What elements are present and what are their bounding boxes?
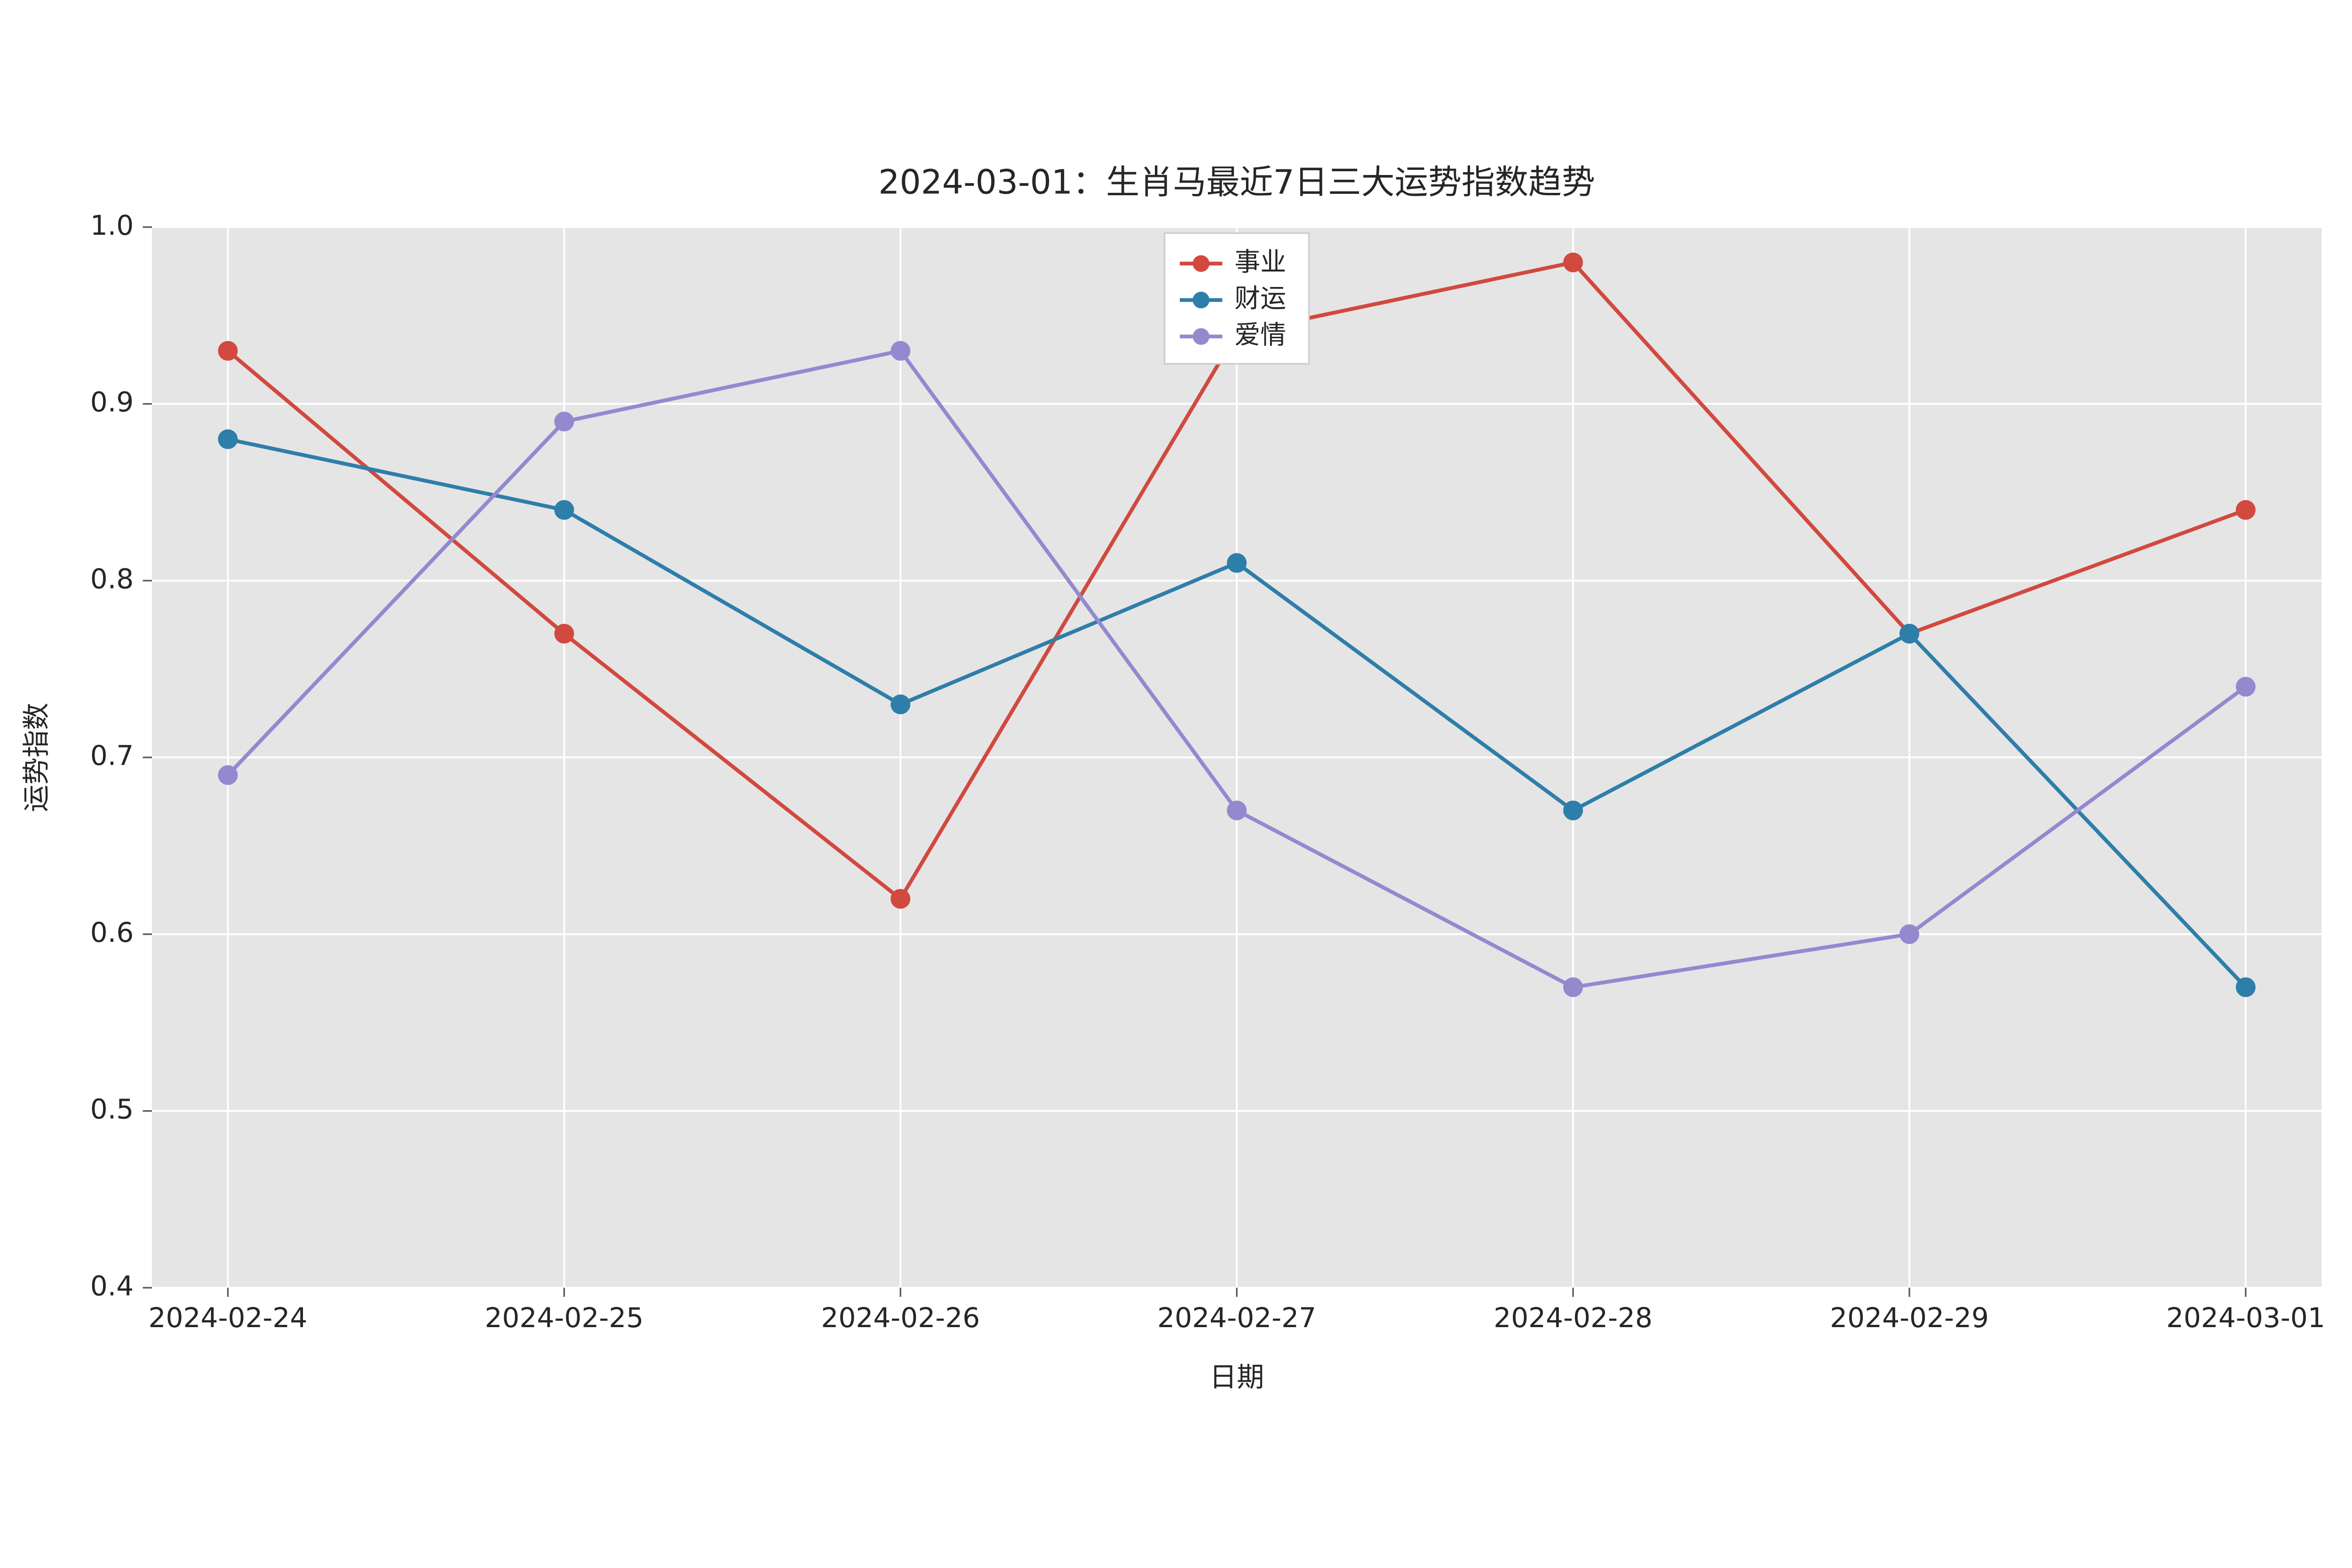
series-marker: [2236, 977, 2256, 997]
x-tick-label: 2024-02-28: [1494, 1302, 1653, 1334]
series-marker: [554, 412, 574, 431]
x-tick-label: 2024-02-26: [821, 1302, 980, 1334]
series-marker: [218, 341, 238, 361]
x-tick-label: 2024-02-25: [485, 1302, 644, 1334]
y-tick-label: 0.7: [90, 740, 134, 772]
series-marker: [554, 624, 574, 644]
legend-label: 爱情: [1234, 319, 1286, 350]
series-marker: [218, 430, 238, 449]
series-marker: [1563, 253, 1583, 272]
series-marker: [890, 341, 910, 361]
x-tick-label: 2024-02-24: [149, 1302, 308, 1334]
y-tick-label: 0.4: [90, 1270, 134, 1302]
series-marker: [218, 765, 238, 785]
x-tick-label: 2024-03-01: [2166, 1302, 2325, 1334]
chart-svg: 0.4 0.5 0.6 0.7 0.8 0.9 1.0 2024-02-24 2024-02-2…: [0, 0, 2352, 1568]
series-marker: [890, 889, 910, 909]
x-tick-label: 2024-02-29: [1830, 1302, 1989, 1334]
fortune-trend-chart: 0.4 0.5 0.6 0.7 0.8 0.9 1.0 2024-02-24 2024-02-2…: [0, 0, 2352, 1568]
series-marker: [1899, 924, 1919, 944]
series-marker: [890, 694, 910, 714]
series-marker: [1227, 801, 1247, 820]
x-axis-label: 日期: [1209, 1361, 1264, 1393]
chart-title: 2024-03-01：生肖马最近7日三大运势指数趋势: [878, 163, 1595, 202]
series-marker: [554, 500, 574, 520]
y-tick-label: 1.0: [90, 209, 134, 241]
series-marker: [1227, 553, 1247, 573]
series-marker: [2236, 677, 2256, 697]
y-axis-label: 运势指数: [20, 703, 52, 812]
y-tick-label: 0.9: [90, 386, 134, 418]
series-marker: [1899, 624, 1919, 644]
series-marker: [2236, 500, 2256, 520]
series-marker: [1563, 977, 1583, 997]
legend-label: 事业: [1234, 247, 1286, 277]
legend: 事业财运爱情: [1165, 233, 1309, 364]
y-tick-label: 0.6: [90, 916, 134, 948]
legend-label: 财运: [1234, 283, 1286, 313]
y-tick-label: 0.5: [90, 1093, 134, 1125]
y-tick-label: 0.8: [90, 563, 134, 595]
x-tick-label: 2024-02-27: [1157, 1302, 1316, 1334]
series-marker: [1563, 801, 1583, 820]
